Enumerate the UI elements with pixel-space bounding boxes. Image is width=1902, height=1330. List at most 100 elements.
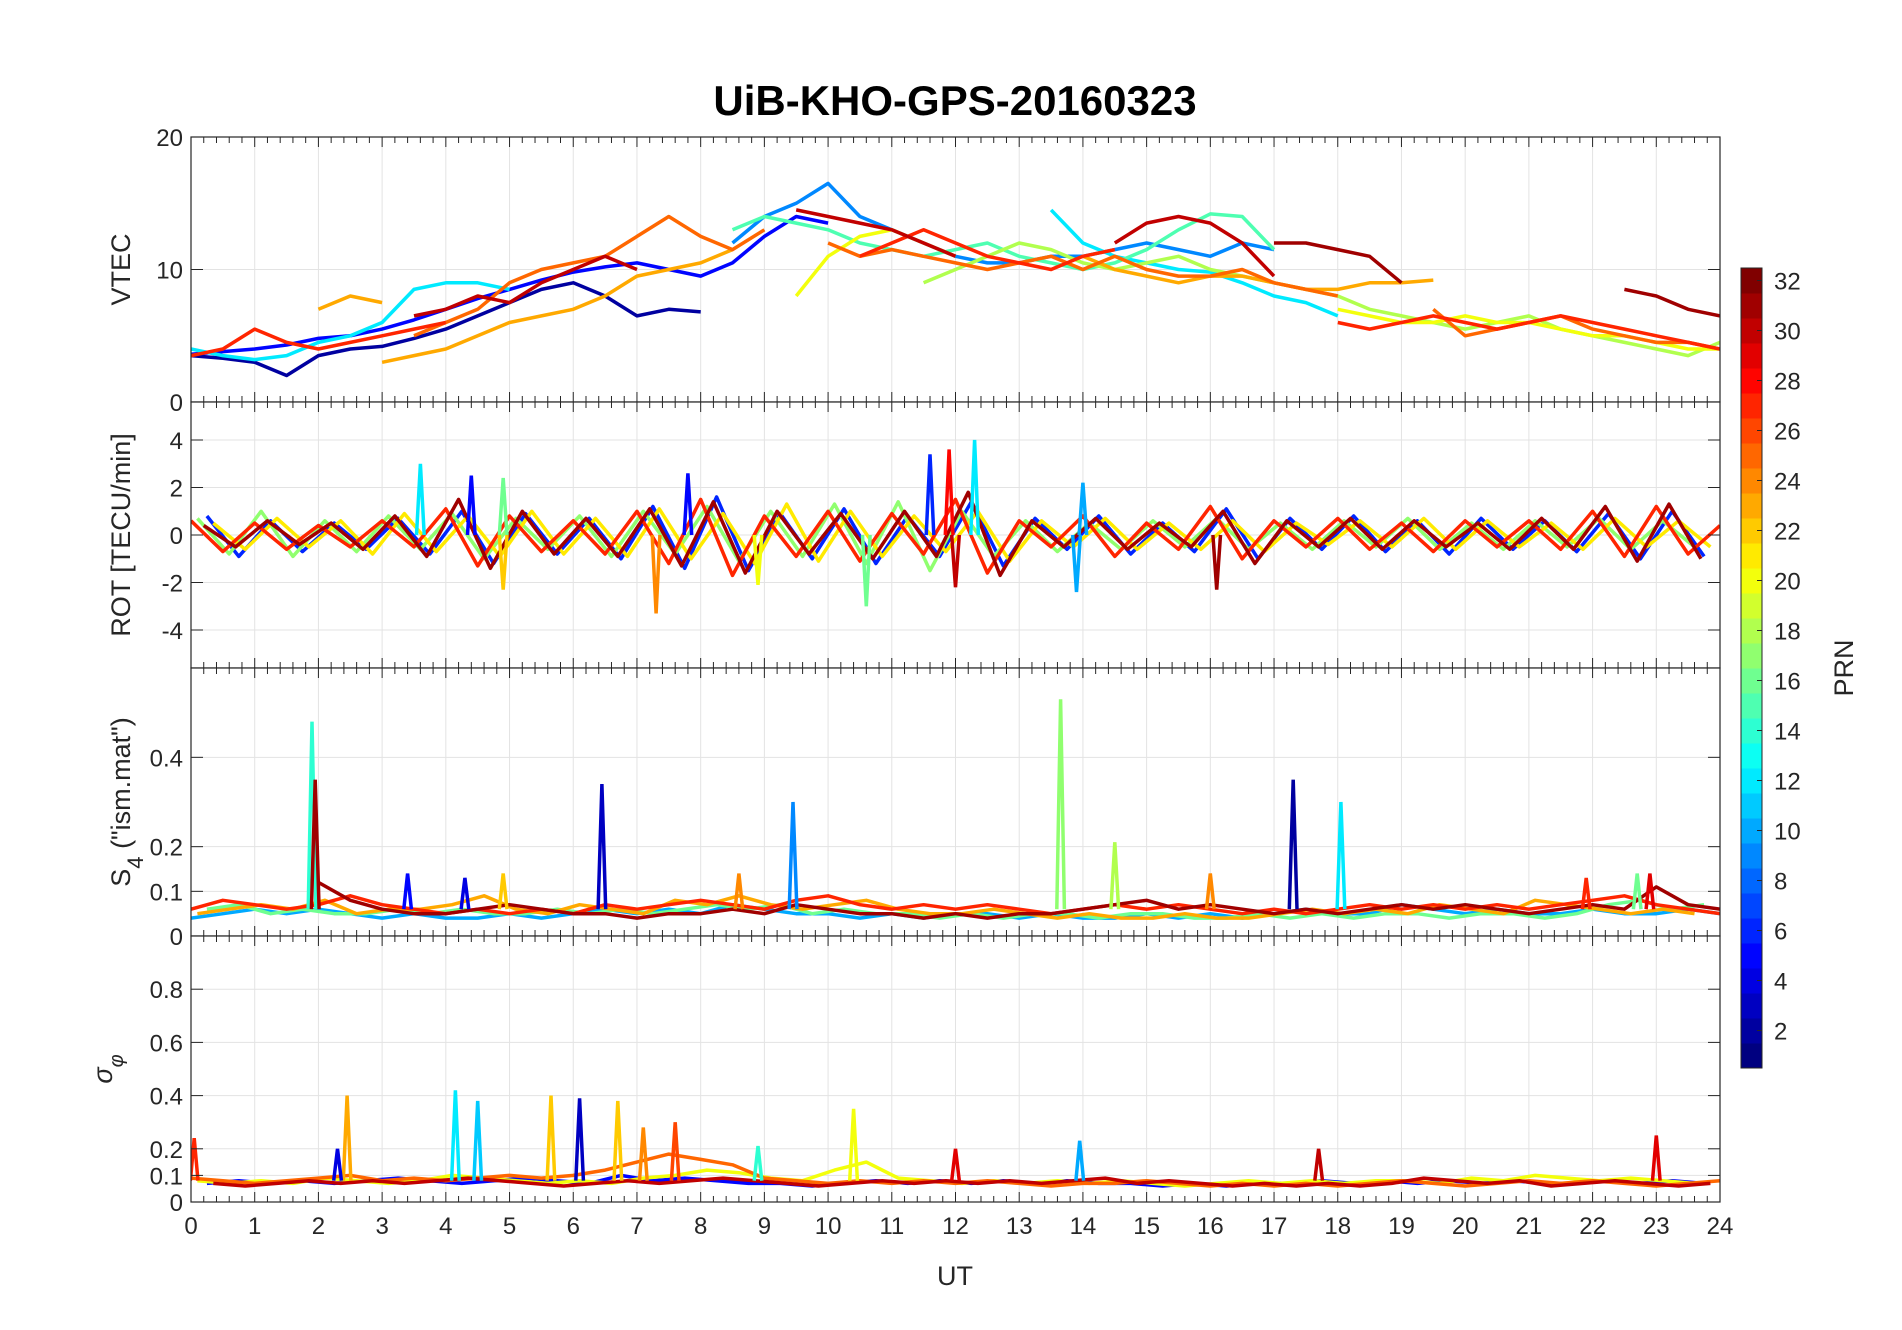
y-axis-label: ROT [TECU/min] — [106, 433, 136, 637]
colorbar-tick-label: 26 — [1774, 419, 1801, 446]
x-tick-label: 14 — [1070, 1213, 1097, 1240]
spike-prn-12 — [1335, 801, 1347, 910]
colorbar-swatch-6 — [1741, 918, 1762, 944]
colorbar-tick-label: 14 — [1774, 719, 1801, 746]
colorbar-tick-label: 30 — [1774, 319, 1801, 346]
y-tick-label: 0.2 — [150, 1137, 183, 1164]
spike-prn-6 — [924, 454, 936, 536]
colorbar-swatch-8 — [1741, 868, 1762, 894]
y-tick-label: 0 — [170, 924, 183, 951]
x-tick-label: 6 — [567, 1213, 580, 1240]
spike-prn-27 — [191, 1138, 200, 1181]
series-group — [191, 1090, 1720, 1188]
y-tick-label: 20 — [156, 125, 183, 152]
spike-prn-12 — [414, 463, 426, 536]
y-tick-label: 0 — [170, 390, 183, 417]
spike-prn-29 — [1644, 873, 1656, 910]
spike-prn-20 — [847, 1108, 860, 1181]
colorbar-tick-label: 12 — [1774, 769, 1801, 796]
colorbar-tick-label: 8 — [1774, 869, 1787, 896]
x-tick-label: 18 — [1324, 1213, 1351, 1240]
colorbar-swatch-32 — [1741, 268, 1762, 294]
y-tick-label: 4 — [170, 428, 183, 455]
colorbar-swatch-2 — [1741, 1018, 1762, 1044]
colorbar-tick-label: 20 — [1774, 569, 1801, 596]
x-tick-label: 23 — [1643, 1213, 1670, 1240]
series-prn-21 — [212, 502, 1712, 566]
spike-prn-12 — [449, 1090, 461, 1181]
colorbar-swatch-29 — [1741, 343, 1762, 369]
series-prn-12 — [1049, 208, 1339, 318]
colorbar-frame — [1740, 267, 1763, 1069]
colorbar-swatch-4 — [1741, 968, 1762, 994]
colorbar-tick-label: 32 — [1774, 269, 1801, 296]
spike-prn-24 — [650, 534, 662, 614]
y-tick-label: 0.4 — [150, 745, 183, 772]
x-tick-label: 4 — [439, 1213, 452, 1240]
series-group — [191, 181, 1720, 378]
colorbar-swatch-22 — [1741, 518, 1762, 544]
colorbar-swatch-27 — [1741, 393, 1762, 419]
spike-prn-22 — [612, 1100, 624, 1181]
y-tick-label: 2 — [170, 476, 183, 503]
colorbar-swatch-7 — [1741, 893, 1762, 919]
spike-prn-17 — [1055, 699, 1067, 910]
colorbar-swatch-1 — [1741, 1043, 1762, 1069]
spike-prn-24 — [637, 1127, 649, 1181]
y-tick-label: 0 — [170, 1190, 183, 1217]
series-prn-25 — [413, 214, 766, 338]
x-tick-label: 15 — [1133, 1213, 1160, 1240]
series-prn-30 — [413, 254, 638, 318]
y-tick-label: -2 — [162, 571, 183, 598]
spike-prn-28 — [943, 449, 955, 536]
spike-prn-24 — [1204, 873, 1216, 910]
series-prn-23 — [1082, 254, 1434, 292]
panel-rot: -4 -2 0 2 4 ROT [TECU/min] — [106, 401, 1721, 669]
y-tick-label: 0.1 — [150, 1163, 183, 1190]
y-axis-label: S4 ("ism.mat") — [106, 717, 148, 886]
x-tick-label: 21 — [1516, 1213, 1543, 1240]
spike-prn-22 — [497, 534, 509, 590]
x-tick-label: 13 — [1006, 1213, 1033, 1240]
colorbar-swatch-16 — [1741, 668, 1762, 694]
x-tick-label: 16 — [1197, 1213, 1224, 1240]
spike-prn-5 — [682, 473, 694, 536]
y-tick-label: -4 — [162, 618, 183, 645]
colorbar-tick-label: 28 — [1774, 369, 1801, 396]
colorbar-swatch-19 — [1741, 593, 1762, 619]
colorbar-tick-label: 16 — [1774, 669, 1801, 696]
colorbar-swatch-5 — [1741, 943, 1762, 969]
spike-prn-16 — [1631, 873, 1643, 910]
spike-prn-31 — [1211, 534, 1223, 590]
colorbar-swatch-12 — [1741, 768, 1762, 794]
spike-prn-5 — [402, 873, 414, 910]
spike-prn-20 — [752, 534, 764, 586]
colorbar-swatch-21 — [1741, 543, 1762, 569]
colorbar-tick-label: 6 — [1774, 919, 1787, 946]
x-tick-label: 2 — [312, 1213, 325, 1240]
series-prn-25 — [1432, 307, 1720, 351]
spike-prn-29 — [949, 1148, 962, 1181]
y-tick-label: 0.8 — [150, 977, 183, 1004]
colorbar-swatch-17 — [1741, 643, 1762, 669]
spike-prn-11 — [472, 1100, 484, 1181]
series-group — [191, 439, 1720, 614]
x-tick-label: 20 — [1452, 1213, 1479, 1240]
spike-prn-22 — [545, 1095, 557, 1181]
series-prn-31 — [1624, 287, 1720, 318]
x-tick-label: 8 — [694, 1213, 707, 1240]
spike-prn-24 — [733, 873, 745, 910]
colorbar-swatch-28 — [1741, 368, 1762, 394]
x-tick-label: 19 — [1388, 1213, 1415, 1240]
x-tick-label: 24 — [1707, 1213, 1734, 1240]
y-tick-label: 0.2 — [150, 835, 183, 862]
colorbar-swatch-24 — [1741, 468, 1762, 494]
x-tick-label: 22 — [1579, 1213, 1606, 1240]
series-prn-27 — [859, 228, 1116, 272]
x-axis-label: UT — [937, 1261, 973, 1291]
series-prn-9 — [731, 181, 1275, 265]
x-tick-label: 12 — [942, 1213, 969, 1240]
